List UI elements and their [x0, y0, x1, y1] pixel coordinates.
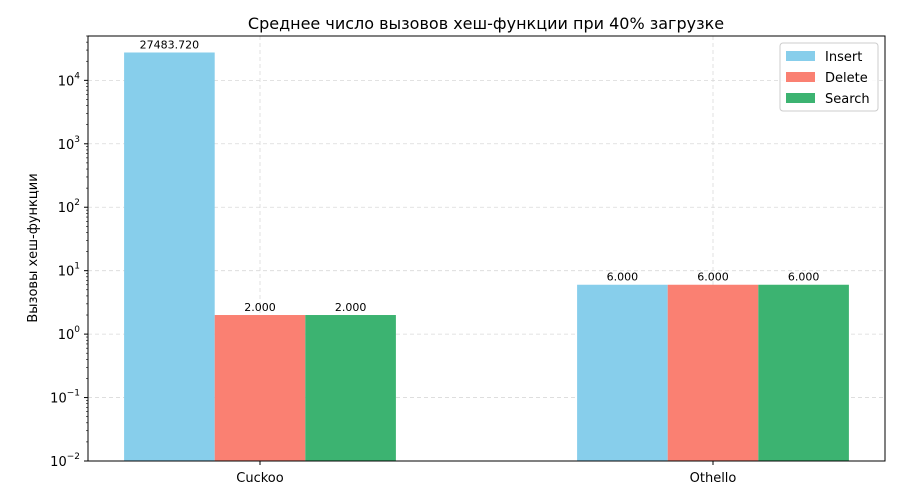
- bar-value-label: 6.000: [788, 271, 820, 284]
- legend: Insert Delete Search: [779, 42, 879, 112]
- legend-swatch-insert: [786, 51, 815, 61]
- x-tick-label: Cuckoo: [236, 471, 283, 486]
- bar-insert: [124, 52, 215, 462]
- plot-frame: [87, 35, 886, 462]
- y-tick-label: 103: [58, 135, 80, 153]
- bar-value-label: 2.000: [335, 301, 367, 314]
- y-tick-label: 10−2: [50, 452, 80, 470]
- bar-search: [305, 315, 396, 461]
- x-tick-label: Othello: [690, 471, 737, 486]
- bar-insert: [577, 284, 668, 461]
- bar-delete: [667, 284, 759, 461]
- axis-ticks: 10−2 10−1 100 101 102 103 104 Cuckoo Othello: [50, 35, 737, 486]
- legend-label: Search: [825, 92, 870, 107]
- legend-label: Insert: [825, 50, 862, 65]
- bar-search: [758, 284, 849, 461]
- bar-value-label: 2.000: [244, 301, 276, 314]
- bar-value-label: 27483.720: [140, 38, 200, 51]
- bar-value-label: 6.000: [697, 271, 729, 284]
- bar-value-label: 6.000: [607, 271, 639, 284]
- y-axis-label: Вызовы хеш-функции: [26, 173, 41, 322]
- grid: [88, 36, 885, 462]
- legend-swatch-search: [786, 93, 815, 103]
- y-tick-label: 104: [58, 71, 81, 89]
- legend-swatch-delete: [786, 72, 815, 82]
- y-tick-label: 101: [58, 262, 80, 280]
- bars: 27483.720 6.000 2.000 6.000 2.000 6.000: [124, 38, 849, 462]
- chart-title: Среднее число вызовов хеш-функции при 40…: [248, 14, 724, 33]
- y-tick-label: 100: [58, 325, 81, 343]
- y-tick-label: 102: [58, 198, 80, 216]
- legend-label: Delete: [825, 71, 868, 86]
- y-tick-label: 10−1: [50, 389, 80, 407]
- bar-delete: [214, 315, 306, 461]
